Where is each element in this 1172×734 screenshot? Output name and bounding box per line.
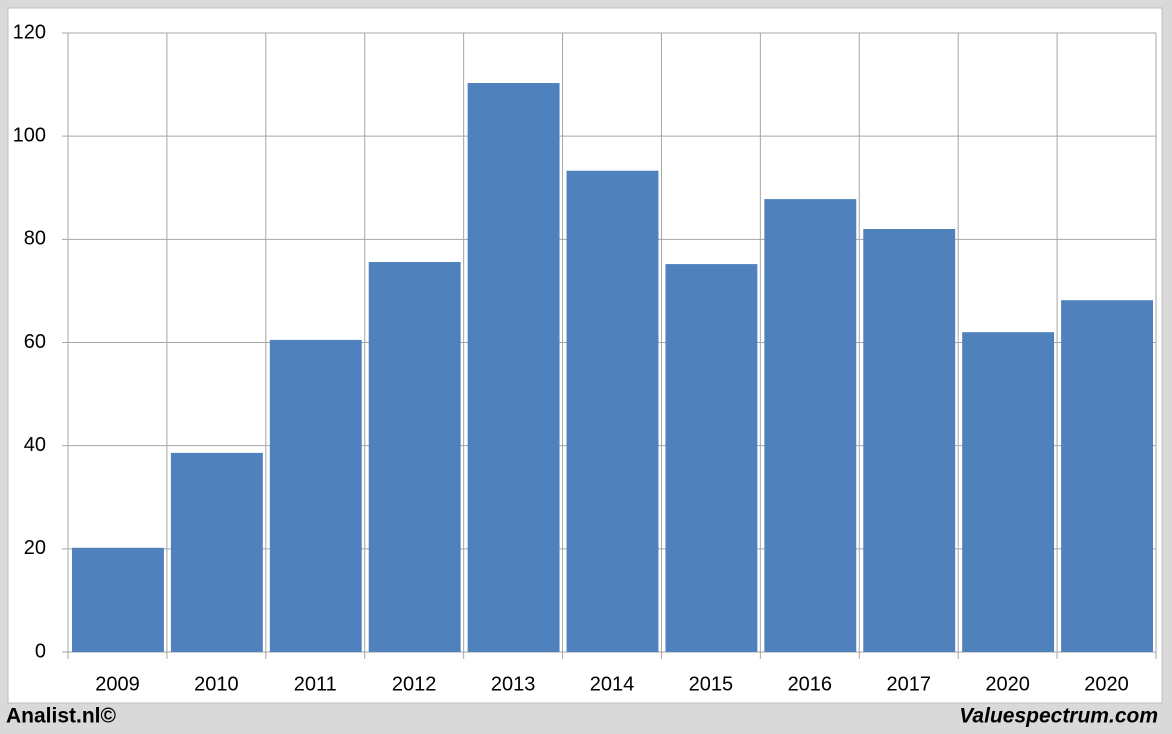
bar (566, 170, 659, 653)
x-tick-label: 2009 (95, 673, 140, 695)
x-tick-label: 2010 (194, 673, 239, 695)
bar (368, 262, 461, 652)
y-tick-label: 60 (24, 331, 46, 353)
x-tick-label: 2016 (788, 673, 833, 695)
bar (170, 452, 263, 652)
x-tick-label: 2012 (392, 673, 437, 695)
x-tick-label: 2011 (294, 673, 337, 695)
x-tick-label: 2020 (985, 673, 1030, 695)
x-tick-label: 2020 (1084, 673, 1129, 695)
y-tick-label: 0 (35, 640, 46, 662)
bar (72, 547, 164, 652)
y-tick-label: 100 (13, 124, 46, 146)
y-tick-label: 20 (24, 537, 46, 559)
y-tick-label: 80 (24, 228, 46, 250)
bar (467, 83, 560, 653)
footer-left: Analist.nl© (6, 705, 117, 728)
y-tick-label: 40 (24, 434, 46, 456)
x-tick-label: 2013 (491, 673, 536, 695)
x-tick-label: 2015 (689, 673, 734, 695)
bar (764, 199, 857, 652)
x-tick-label: 2017 (886, 673, 931, 695)
y-tick-label: 120 (13, 21, 46, 43)
bar (1061, 300, 1153, 652)
bar (665, 264, 758, 652)
bar (269, 339, 362, 652)
x-tick-label: 2014 (590, 673, 635, 695)
footer-right: Valuespectrum.com (959, 705, 1158, 728)
bar (863, 229, 956, 652)
bar (962, 332, 1055, 652)
